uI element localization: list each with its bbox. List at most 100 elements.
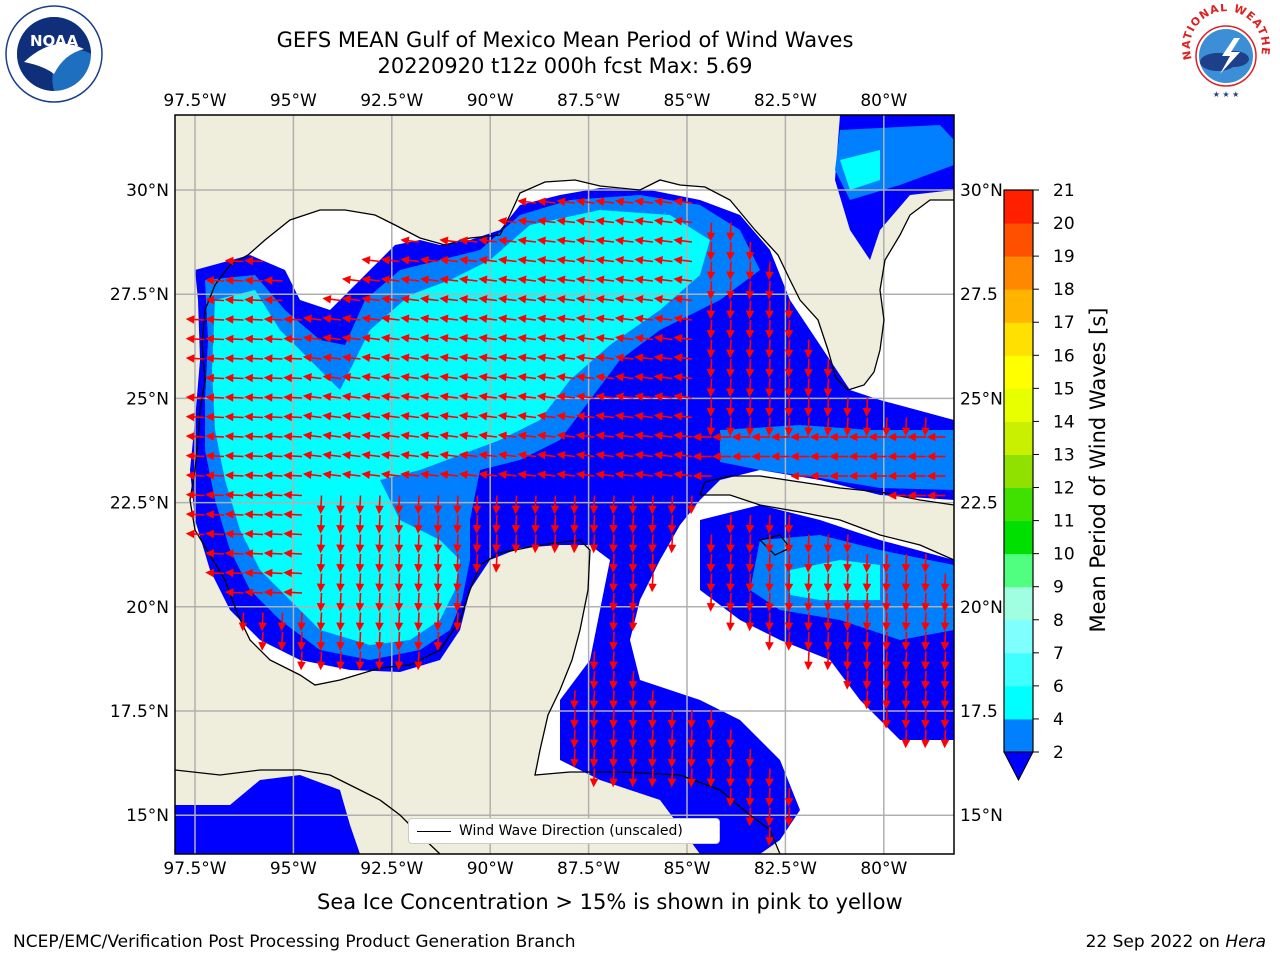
wave-direction-arrowhead — [400, 295, 410, 304]
wave-direction-arrowhead — [887, 452, 897, 461]
wave-direction-arrowhead — [497, 373, 507, 382]
wave-direction-arrowhead — [862, 407, 872, 417]
wave-direction-arrowhead — [316, 505, 326, 515]
wave-direction-arrowhead — [536, 412, 546, 421]
wave-direction-arrowhead — [589, 680, 599, 690]
wave-direction-arrowhead — [224, 568, 234, 578]
colorbar-tick-label: 9 — [1053, 578, 1064, 598]
nws-logo: NATIONAL WEATHER SERVICE ★ ★ ★ — [1176, 4, 1271, 100]
wave-direction-arrowhead — [453, 622, 462, 632]
wave-direction-arrowhead — [829, 452, 838, 461]
wave-direction-arrowhead — [380, 275, 390, 285]
lat-tick-label: 30°N — [960, 181, 1003, 201]
wave-direction-arrowhead — [497, 236, 507, 246]
wave-direction-arrowhead — [478, 314, 488, 324]
lon-tick-label: 97.5°W — [163, 91, 226, 111]
wave-direction-arrowhead — [492, 524, 501, 534]
wave-direction-arrowhead — [804, 349, 813, 359]
wave-direction-arrowhead — [901, 622, 911, 632]
wave-direction-arrowhead — [823, 544, 833, 554]
wave-direction-arrowhead — [726, 271, 735, 281]
wave-direction-arrowhead — [536, 236, 546, 246]
wave-direction-arrowhead — [575, 451, 585, 460]
wave-direction-arrowhead — [673, 353, 683, 363]
wave-direction-arrowhead — [887, 471, 897, 481]
wave-direction-arrowhead — [439, 236, 449, 246]
wave-direction-arrowhead — [244, 315, 254, 324]
colorbar-extend-min — [1003, 751, 1034, 782]
wave-direction-arrowhead — [901, 680, 911, 690]
wave-direction-arrowhead — [673, 275, 683, 285]
wave-direction-arrowhead — [687, 719, 696, 729]
wave-direction-arrowhead — [653, 334, 663, 343]
wave-direction-arrowhead — [375, 524, 384, 534]
wave-direction-arrowhead — [361, 256, 371, 265]
wave-direction-arrowhead — [322, 353, 332, 363]
wave-direction-arrowhead — [648, 505, 657, 515]
wave-direction-arrowhead — [380, 256, 390, 265]
wave-direction-arrowhead — [907, 432, 916, 442]
wave-direction-arrowhead — [745, 778, 755, 788]
wave-direction-arrowhead — [882, 661, 891, 671]
wave-direction-arrowhead — [419, 373, 429, 382]
wave-direction-arrowhead — [400, 451, 410, 460]
wave-direction-arrowhead — [765, 271, 774, 281]
wave-direction-arrowhead — [745, 817, 755, 827]
wave-direction-arrowhead — [589, 544, 599, 554]
wave-direction-arrowhead — [784, 602, 794, 612]
wave-direction-arrowhead — [706, 739, 716, 749]
wave-direction-arrowhead — [745, 271, 755, 281]
wave-direction-arrowhead — [804, 544, 813, 554]
wave-direction-arrowhead — [765, 544, 774, 554]
wave-direction-arrowhead — [316, 661, 326, 671]
wave-direction-arrowhead — [575, 217, 585, 226]
lon-tick-label: 80°W — [860, 91, 907, 111]
wave-direction-arrowhead — [517, 451, 527, 460]
wave-direction-arrowhead — [634, 334, 644, 343]
wave-direction-arrowhead — [263, 432, 273, 441]
wave-direction-arrowhead — [570, 758, 579, 768]
lon-tick-label: 87.5°W — [557, 859, 620, 879]
wave-direction-arrowhead — [394, 602, 404, 612]
colorbar-label: Mean Period of Wind Waves [s] — [1086, 307, 1110, 633]
wave-direction-arrowhead — [712, 452, 721, 461]
wave-direction-arrowhead — [653, 470, 663, 480]
wave-direction-arrowhead — [283, 471, 293, 480]
wave-direction-arrowhead — [823, 641, 833, 651]
wave-direction-arrowhead — [185, 412, 195, 422]
wave-direction-arrowhead — [419, 412, 429, 421]
wave-direction-arrowhead — [687, 739, 696, 749]
wave-direction-arrowhead — [745, 797, 755, 807]
wave-direction-arrowhead — [205, 549, 215, 558]
wave-direction-arrowhead — [336, 622, 345, 632]
wave-direction-arrowhead — [322, 295, 332, 304]
wave-direction-arrowhead — [400, 275, 410, 285]
wave-direction-arrowhead — [419, 275, 429, 285]
wave-direction-arrowhead — [556, 314, 566, 324]
wave-direction-arrowhead — [843, 407, 852, 417]
map-frame — [174, 114, 955, 855]
wave-direction-arrowhead — [614, 412, 624, 421]
wave-direction-arrowhead — [439, 256, 449, 265]
wave-direction-arrowhead — [726, 329, 735, 339]
wave-direction-arrowhead — [517, 236, 527, 246]
wave-direction-arrowhead — [224, 315, 234, 324]
wave-direction-arrowhead — [283, 529, 293, 539]
wave-direction-arrowhead — [882, 583, 891, 593]
wave-direction-arrowhead — [302, 412, 312, 421]
wave-direction-arrowhead — [790, 452, 799, 461]
wave-direction-arrowhead — [882, 427, 891, 437]
wave-direction-arrowhead — [414, 602, 423, 612]
wave-direction-arrowhead — [634, 353, 644, 363]
wave-direction-arrowhead — [224, 334, 234, 344]
colorbar-tick-label: 20 — [1053, 214, 1075, 234]
wave-direction-arrowhead — [224, 295, 234, 305]
wave-direction-arrowhead — [478, 275, 488, 285]
wave-direction-arrowhead — [868, 471, 877, 481]
wave-direction-arrowhead — [394, 524, 404, 534]
wave-direction-arrowhead — [765, 622, 774, 632]
wave-direction-arrowhead — [536, 431, 546, 441]
wave-direction-arrowhead — [419, 314, 429, 324]
noaa-logo-text: NOAA — [30, 32, 79, 50]
colorbar-segment — [1004, 520, 1033, 555]
